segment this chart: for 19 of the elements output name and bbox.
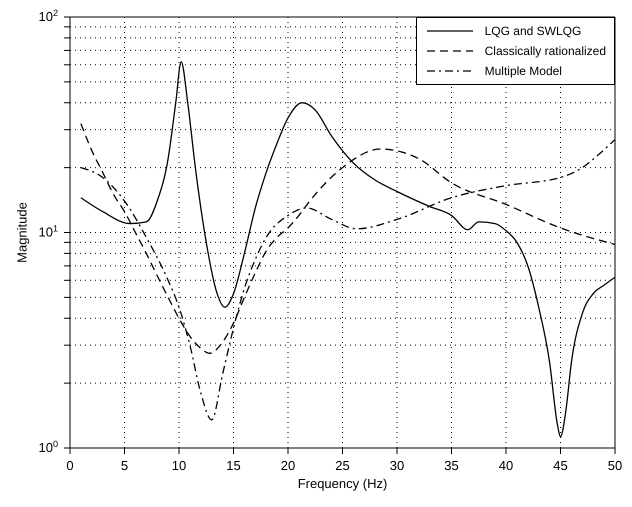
legend-label: Multiple Model — [484, 64, 562, 78]
y-axis-title: Magnitude — [14, 202, 30, 263]
y-tick-label: 10$^{0}$ — [38, 439, 58, 455]
x-tick-label: 50 — [608, 458, 622, 473]
x-tick-label: 45 — [553, 458, 568, 473]
x-tick-label: 0 — [66, 458, 74, 473]
x-tick-label: 20 — [280, 458, 296, 473]
x-tick-label: 15 — [226, 458, 241, 473]
y-tick-label: 10$^{2}$ — [38, 8, 58, 24]
x-tick-label: 10 — [172, 458, 186, 473]
legend-label: LQG and SWLQG — [484, 24, 582, 38]
legend-label: Classically rationalized — [484, 44, 606, 58]
x-tick-label: 25 — [335, 458, 350, 473]
x-axis-title: Frequency (Hz) — [298, 476, 388, 491]
x-tick-label: 5 — [120, 458, 128, 473]
x-tick-label: 40 — [498, 458, 514, 473]
x-tick-label: 30 — [390, 458, 404, 473]
x-tick-label: 35 — [444, 458, 459, 473]
y-tick-label: 10$^{1}$ — [38, 224, 58, 240]
